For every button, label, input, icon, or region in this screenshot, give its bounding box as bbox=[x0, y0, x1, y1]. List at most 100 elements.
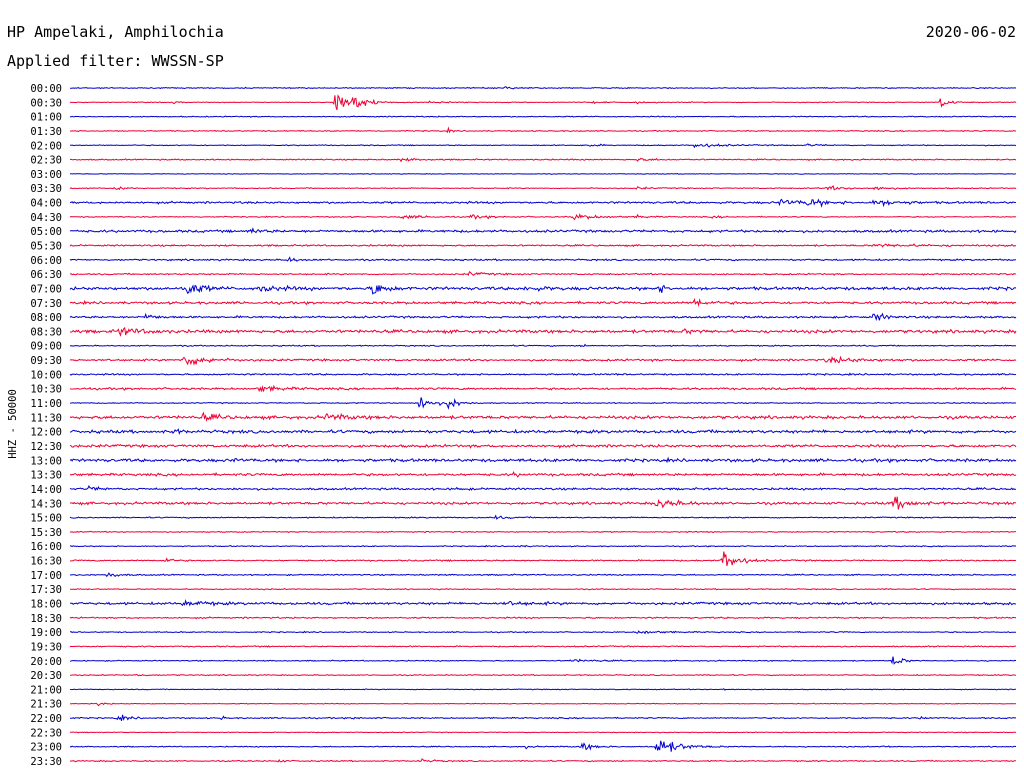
trace-line bbox=[69, 411, 1016, 422]
time-tick-label: 03:30 bbox=[30, 183, 62, 195]
trace-line bbox=[69, 297, 1017, 308]
trace-line bbox=[69, 397, 1017, 410]
time-tick-label: 10:00 bbox=[30, 369, 62, 381]
time-tick-label: 08:00 bbox=[30, 312, 62, 324]
trace-line bbox=[69, 213, 1017, 221]
time-tick-label: 13:30 bbox=[30, 470, 62, 482]
time-tick-label: 13:00 bbox=[30, 455, 62, 467]
time-tick-label: 21:00 bbox=[30, 684, 62, 696]
time-tick-label: 12:00 bbox=[30, 427, 62, 439]
time-tick-label: 09:00 bbox=[30, 341, 62, 353]
trace-line bbox=[69, 312, 1017, 322]
plot-date: 2020-06-02 bbox=[926, 23, 1016, 41]
time-tick-label: 09:30 bbox=[30, 355, 62, 367]
trace-line bbox=[69, 616, 1017, 620]
time-tick-label: 01:00 bbox=[30, 112, 62, 124]
trace-line bbox=[69, 94, 1017, 111]
trace-line bbox=[69, 456, 1017, 464]
trace-line bbox=[69, 428, 1017, 436]
trace-line bbox=[69, 740, 1017, 752]
time-tick-label: 05:00 bbox=[30, 226, 62, 238]
time-tick-label: 07:30 bbox=[30, 298, 62, 310]
time-tick-label: 04:00 bbox=[30, 198, 62, 210]
time-tick-label: 02:00 bbox=[30, 140, 62, 152]
time-tick-label: 20:30 bbox=[30, 670, 62, 682]
trace-line bbox=[69, 673, 1017, 677]
trace-line bbox=[69, 443, 1017, 449]
time-tick-label: 11:30 bbox=[30, 412, 62, 424]
trace-line bbox=[69, 630, 1016, 635]
time-tick-label: 12:30 bbox=[30, 441, 62, 453]
time-tick-label: 19:30 bbox=[30, 641, 62, 653]
time-tick-label: 15:30 bbox=[30, 527, 62, 539]
filter-label: Applied filter: WWSSN-SP bbox=[7, 52, 224, 70]
time-tick-label: 00:00 bbox=[30, 83, 62, 95]
trace-line bbox=[70, 198, 1017, 208]
trace-line bbox=[69, 496, 1017, 510]
time-tick-label: 03:00 bbox=[30, 169, 62, 181]
time-tick-label: 00:30 bbox=[30, 97, 62, 109]
time-tick-label: 17:30 bbox=[30, 584, 62, 596]
time-tick-label: 10:30 bbox=[30, 384, 62, 396]
trace-line bbox=[69, 645, 1017, 648]
time-tick-label: 18:30 bbox=[30, 613, 62, 625]
trace-line bbox=[69, 514, 1016, 520]
time-tick-label: 20:00 bbox=[30, 656, 62, 668]
seismic-traces bbox=[69, 86, 1017, 763]
trace-line bbox=[69, 173, 1017, 175]
trace-line bbox=[69, 326, 1017, 337]
trace-line bbox=[70, 588, 1017, 591]
trace-line bbox=[69, 372, 1017, 377]
time-tick-label: 16:30 bbox=[30, 556, 62, 568]
time-tick-label: 21:30 bbox=[30, 699, 62, 711]
time-tick-label: 22:00 bbox=[30, 713, 62, 725]
time-tick-label: 06:00 bbox=[30, 255, 62, 267]
time-tick-label: 11:00 bbox=[30, 398, 62, 410]
trace-line bbox=[69, 731, 1017, 734]
trace-line bbox=[69, 185, 1017, 191]
trace-line bbox=[69, 284, 1017, 295]
trace-line bbox=[70, 598, 1017, 607]
time-tick-label: 18:00 bbox=[30, 598, 62, 610]
trace-line bbox=[70, 86, 1017, 90]
trace-line bbox=[69, 530, 1017, 534]
time-tick-label: 07:00 bbox=[30, 283, 62, 295]
time-tick-label: 22:30 bbox=[30, 727, 62, 739]
trace-line bbox=[69, 470, 1017, 478]
trace-line bbox=[69, 115, 1017, 118]
trace-line bbox=[69, 714, 1017, 721]
time-tick-label: 14:30 bbox=[30, 498, 62, 510]
trace-line bbox=[69, 485, 1017, 491]
time-tick-label: 23:00 bbox=[30, 742, 62, 754]
trace-line bbox=[69, 271, 1017, 276]
y-axis-label: HHZ - 50000 bbox=[7, 389, 19, 459]
time-tick-label: 15:00 bbox=[30, 513, 62, 525]
trace-line bbox=[69, 688, 1017, 691]
trace-line bbox=[69, 343, 1017, 348]
time-tick-label: 14:00 bbox=[30, 484, 62, 496]
trace-line bbox=[69, 544, 1017, 548]
trace-line bbox=[69, 227, 1017, 234]
trace-line bbox=[69, 656, 1017, 665]
time-tick-label: 01:30 bbox=[30, 126, 62, 138]
trace-line bbox=[69, 256, 1017, 263]
time-tick-label: 19:00 bbox=[30, 627, 62, 639]
trace-line bbox=[69, 758, 1016, 763]
trace-line bbox=[70, 572, 1017, 578]
time-tick-labels: 00:00 00:30 01:00 01:30 02:00 02:30 03:00 03:30… bbox=[30, 83, 62, 768]
time-tick-label: 17:00 bbox=[30, 570, 62, 582]
time-tick-label: 04:30 bbox=[30, 212, 62, 224]
time-tick-label: 06:30 bbox=[30, 269, 62, 281]
trace-line bbox=[69, 551, 1017, 567]
trace-line bbox=[69, 143, 1017, 149]
station-title: HP Ampelaki, Amphilochia bbox=[7, 23, 224, 41]
trace-line bbox=[69, 355, 1017, 366]
time-tick-label: 16:00 bbox=[30, 541, 62, 553]
trace-line bbox=[69, 157, 1017, 163]
time-tick-label: 23:30 bbox=[30, 756, 62, 768]
time-tick-label: 08:30 bbox=[30, 326, 62, 338]
trace-line bbox=[69, 702, 1017, 707]
trace-line bbox=[69, 243, 1017, 248]
trace-line bbox=[69, 126, 1017, 134]
